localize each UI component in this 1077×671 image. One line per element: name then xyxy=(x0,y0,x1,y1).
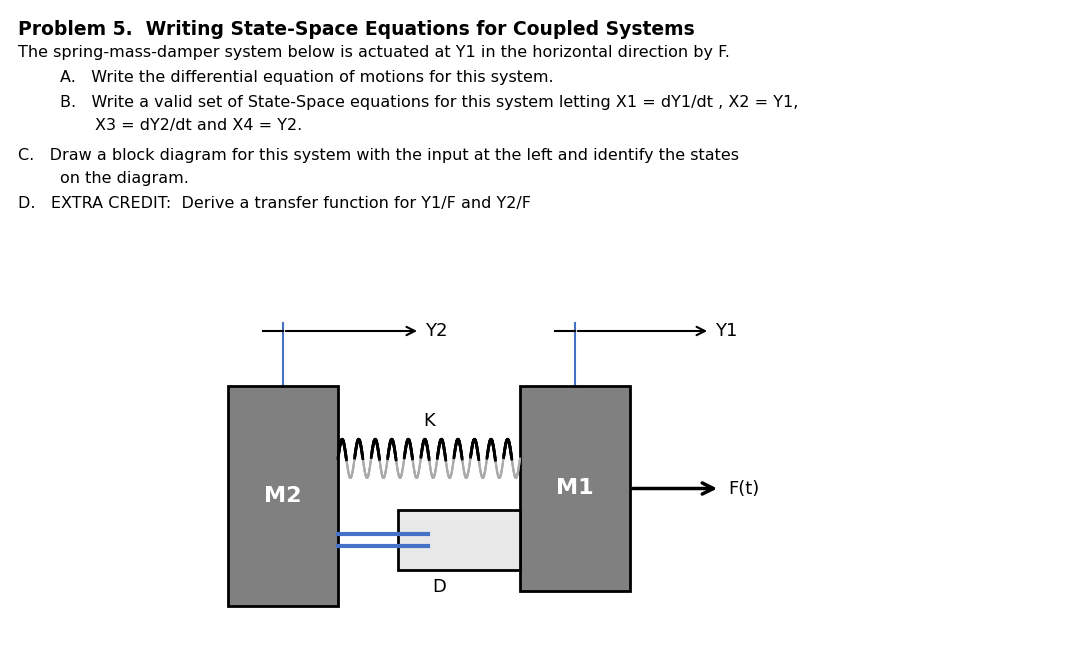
Text: F(t): F(t) xyxy=(728,480,759,497)
Text: B.   Write a valid set of State-Space equations for this system letting X1 = dY1: B. Write a valid set of State-Space equa… xyxy=(60,95,798,110)
Text: X3 = dY2/dt and X4 = Y2.: X3 = dY2/dt and X4 = Y2. xyxy=(95,118,303,133)
Text: M1: M1 xyxy=(556,478,593,499)
Text: The spring-mass-damper system below is actuated at Y1 in the horizontal directio: The spring-mass-damper system below is a… xyxy=(18,45,730,60)
Text: D: D xyxy=(432,578,446,596)
Text: K: K xyxy=(423,411,435,429)
Bar xyxy=(228,386,338,606)
Text: M2: M2 xyxy=(264,486,302,506)
Text: A.   Write the differential equation of motions for this system.: A. Write the differential equation of mo… xyxy=(60,70,554,85)
Text: on the diagram.: on the diagram. xyxy=(60,171,188,186)
Text: Y2: Y2 xyxy=(425,322,447,340)
Bar xyxy=(520,386,630,591)
Bar xyxy=(398,510,520,570)
Text: D.   EXTRA CREDIT:  Derive a transfer function for Y1/F and Y2/F: D. EXTRA CREDIT: Derive a transfer funct… xyxy=(18,196,531,211)
Text: C.   Draw a block diagram for this system with the input at the left and identif: C. Draw a block diagram for this system … xyxy=(18,148,739,163)
Text: Y1: Y1 xyxy=(715,322,738,340)
Text: Problem 5.  Writing State-Space Equations for Coupled Systems: Problem 5. Writing State-Space Equations… xyxy=(18,20,695,39)
